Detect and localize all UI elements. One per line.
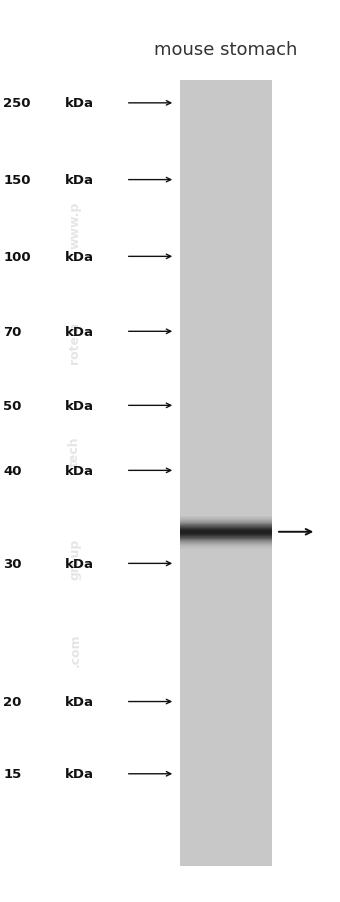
Text: kDa: kDa xyxy=(65,251,94,263)
Text: kDa: kDa xyxy=(65,768,94,780)
Text: kDa: kDa xyxy=(65,174,94,187)
Text: 40: 40 xyxy=(3,465,22,477)
Text: kDa: kDa xyxy=(65,97,94,110)
Text: www.p: www.p xyxy=(68,202,81,249)
Text: kDa: kDa xyxy=(65,557,94,570)
Text: 20: 20 xyxy=(3,695,22,708)
Text: tech: tech xyxy=(68,436,81,466)
Text: kDa: kDa xyxy=(65,400,94,412)
Text: .com: .com xyxy=(68,632,81,667)
Text: 250: 250 xyxy=(3,97,31,110)
Text: kDa: kDa xyxy=(65,465,94,477)
Text: group: group xyxy=(68,538,81,580)
Text: kDa: kDa xyxy=(65,695,94,708)
Text: mouse stomach: mouse stomach xyxy=(154,41,298,59)
Text: 100: 100 xyxy=(3,251,31,263)
Text: 50: 50 xyxy=(3,400,22,412)
Bar xyxy=(180,81,272,866)
Text: 70: 70 xyxy=(3,326,22,338)
Text: 30: 30 xyxy=(3,557,22,570)
Text: kDa: kDa xyxy=(65,326,94,338)
Text: rotein: rotein xyxy=(68,322,81,364)
Text: 15: 15 xyxy=(3,768,22,780)
Text: 150: 150 xyxy=(3,174,31,187)
